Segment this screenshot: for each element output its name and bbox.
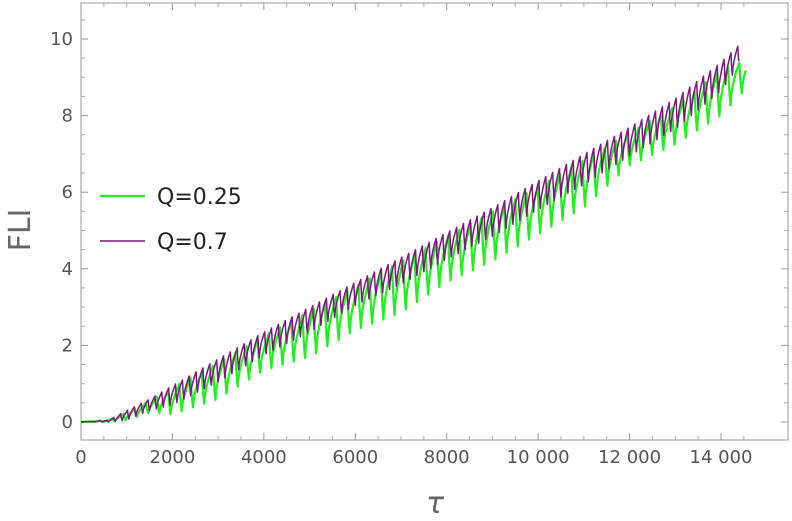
series-lines <box>80 45 747 424</box>
x-tick-label: 6000 <box>332 447 378 468</box>
plot-frame <box>80 2 789 441</box>
x-tick-label: 10 000 <box>507 447 570 468</box>
x-tick-label: 8000 <box>424 447 470 468</box>
y-tick-label: 6 <box>62 182 73 203</box>
x-tick-label: 12 000 <box>598 447 661 468</box>
axis-ticks: 0 2000 4000 6000 8000 10 000 12 000 14 000 0 2 4 6 8… <box>50 3 788 468</box>
y-axis-title: FLI <box>3 209 38 252</box>
x-tick-label: 14 000 <box>690 447 753 468</box>
x-axis-title: τ <box>426 486 445 521</box>
plot-border <box>80 2 789 441</box>
legend: Q=0.25 Q=0.7 <box>100 185 242 255</box>
x-tick-label: 0 <box>75 447 86 468</box>
y-tick-label: 2 <box>62 335 73 356</box>
y-tick-label: 10 <box>50 29 73 50</box>
y-tick-label: 0 <box>62 412 73 433</box>
y-tick-label: 4 <box>62 259 73 280</box>
legend-label: Q=0.25 <box>157 185 242 210</box>
legend-label: Q=0.7 <box>157 230 228 255</box>
x-tick-label: 2000 <box>150 447 196 468</box>
series-line-q-0-7 <box>80 45 740 423</box>
y-tick-label: 8 <box>62 106 73 127</box>
x-tick-label: 4000 <box>241 447 287 468</box>
